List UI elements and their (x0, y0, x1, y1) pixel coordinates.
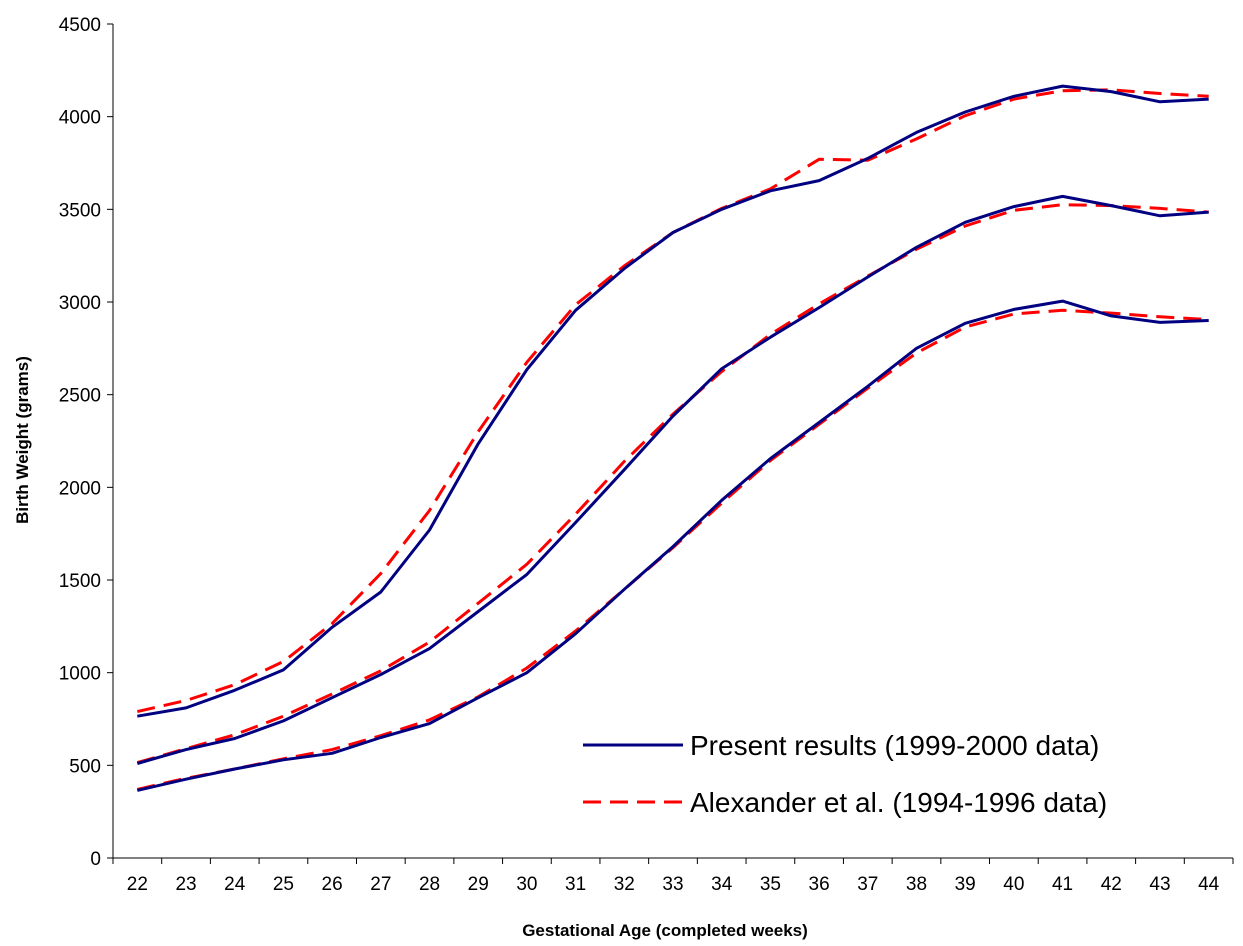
x-tick-label: 29 (468, 874, 489, 895)
x-tick-label: 33 (662, 874, 683, 895)
x-tick-label: 38 (906, 874, 927, 895)
x-tick-label: 28 (419, 874, 440, 895)
x-tick-label: 31 (565, 874, 586, 895)
y-tick-label: 1000 (59, 664, 101, 685)
x-tick-label: 35 (760, 874, 781, 895)
series-line-alexander (136, 88, 1209, 714)
x-tick-label: 26 (322, 874, 343, 895)
legend-label: Alexander et al. (1994-1996 data) (690, 787, 1107, 818)
y-tick-label: 3000 (59, 293, 101, 314)
y-tick-label: 1500 (59, 571, 101, 592)
x-tick-label: 43 (1149, 874, 1170, 895)
series-line-alexander (136, 308, 1209, 791)
x-axis-title: Gestational Age (completed weeks) (522, 921, 808, 940)
x-tick-label: 32 (614, 874, 635, 895)
x-tick-label: 39 (955, 874, 976, 895)
x-tick-label: 27 (370, 874, 391, 895)
legend-label: Present results (1999-2000 data) (690, 730, 1099, 761)
x-tick-label: 37 (857, 874, 878, 895)
y-tick-label: 500 (69, 756, 101, 777)
x-tick-label: 23 (175, 874, 196, 895)
y-axis-title: Birth Weight (grams) (13, 356, 32, 524)
x-tick-label: 40 (1003, 874, 1024, 895)
y-tick-label: 0 (90, 849, 101, 870)
x-tick-label: 36 (809, 874, 830, 895)
x-tick-label: 25 (273, 874, 294, 895)
x-tick-label: 41 (1052, 874, 1073, 895)
x-tick-label: 24 (224, 874, 246, 895)
axes: 0 500 1000 1500 2000 2500 3000 3500 4000 4500 22 23… (59, 15, 1234, 895)
y-tick-label: 2500 (59, 386, 101, 407)
series-line-present (136, 299, 1209, 792)
y-tick-label: 4500 (59, 15, 101, 36)
series-line-present (136, 194, 1209, 765)
legend: Present results (1999-2000 data) Alexande… (583, 730, 1107, 818)
x-tick-label: 30 (516, 874, 537, 895)
x-tick-label: 34 (711, 874, 733, 895)
x-tick-label: 44 (1198, 874, 1220, 895)
x-tick-label: 42 (1101, 874, 1122, 895)
series-line-present (137, 84, 1209, 718)
series-line-alexander (136, 203, 1209, 765)
series-layer (136, 84, 1209, 792)
x-tick-label: 22 (127, 874, 148, 895)
y-tick-label: 2000 (59, 478, 101, 499)
y-tick-label: 4000 (59, 108, 101, 129)
y-tick-label: 3500 (59, 200, 101, 221)
